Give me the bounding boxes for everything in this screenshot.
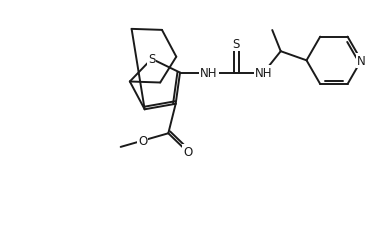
Text: S: S xyxy=(148,53,155,66)
Text: N: N xyxy=(357,54,366,67)
Text: O: O xyxy=(138,135,147,148)
Text: NH: NH xyxy=(255,67,272,80)
Text: O: O xyxy=(183,146,192,159)
Text: NH: NH xyxy=(200,67,218,80)
Text: S: S xyxy=(233,38,240,51)
